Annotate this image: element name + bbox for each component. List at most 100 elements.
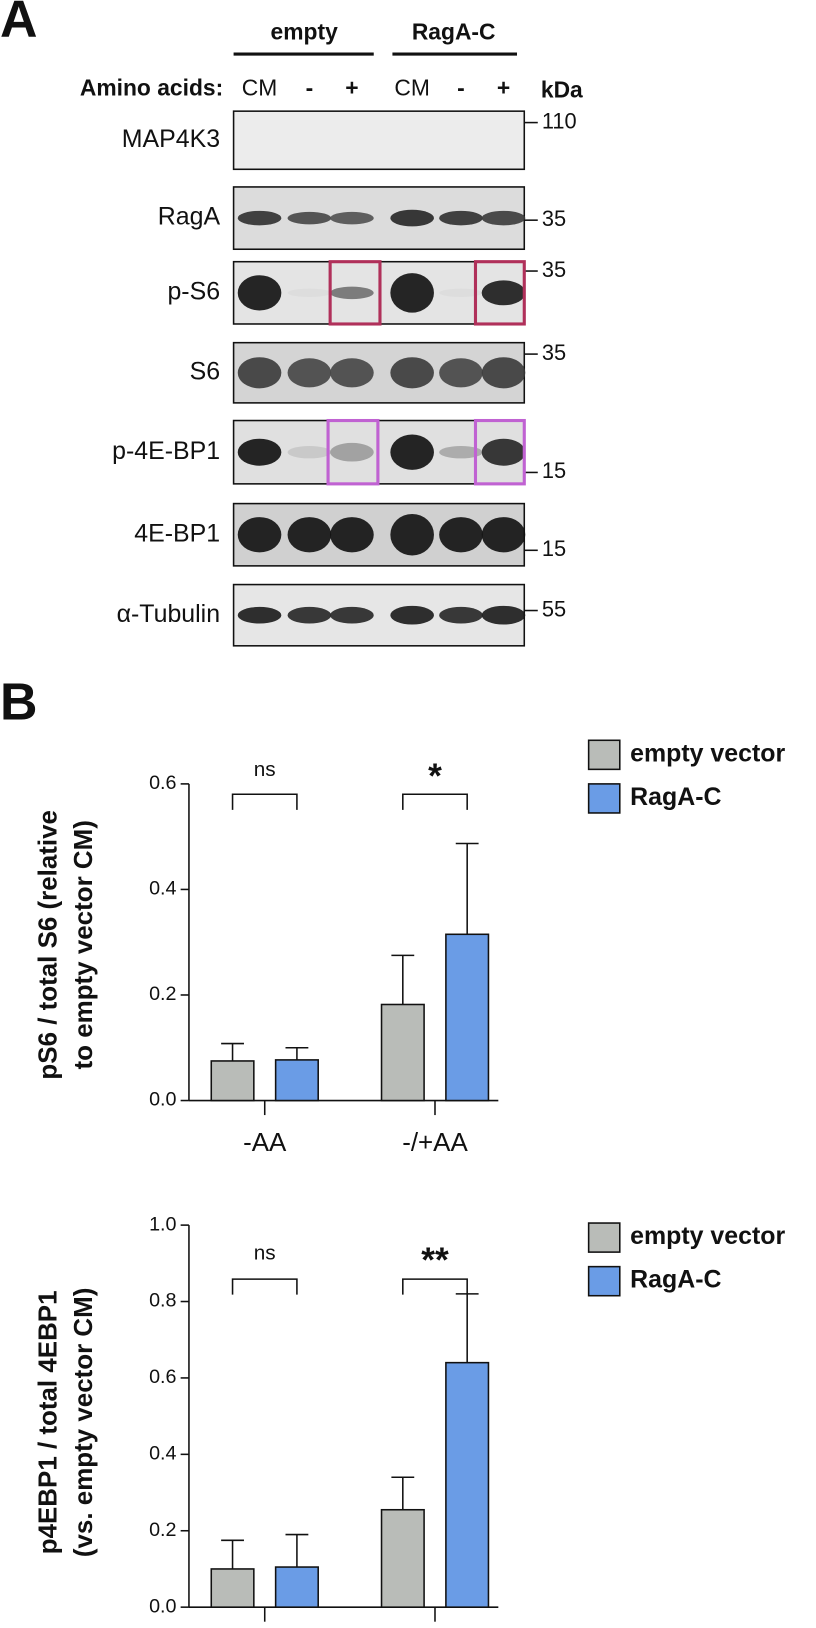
- significance-label: ns: [254, 1242, 276, 1265]
- legend-swatch: [587, 739, 621, 771]
- band: [287, 358, 332, 388]
- band: [390, 273, 434, 313]
- legend-swatch: [587, 1265, 621, 1297]
- band: [390, 605, 434, 625]
- significance-label: ns: [254, 758, 276, 781]
- band: [237, 210, 282, 226]
- band: [481, 605, 526, 625]
- band: [330, 606, 374, 624]
- band: [481, 517, 526, 553]
- bar: [445, 933, 490, 1102]
- highlight-box: [326, 418, 380, 486]
- marker-label: 55: [542, 596, 566, 621]
- band: [237, 517, 282, 553]
- y-tick-label: 0.0: [149, 1089, 176, 1111]
- y-tick-label: 0.2: [149, 983, 176, 1005]
- significance-bracket: [231, 793, 298, 810]
- band: [237, 438, 282, 466]
- y-axis-label: (vs. empty vector CM): [70, 1288, 98, 1558]
- y-tick-label: 0.2: [149, 1519, 176, 1541]
- y-tick-label: 0.0: [149, 1595, 176, 1617]
- blot-label: p-S6: [167, 277, 220, 305]
- bar: [274, 1059, 319, 1102]
- bar: [380, 1508, 425, 1608]
- bar: [210, 1568, 255, 1608]
- y-axis-label: p4EBP1 / total 4EBP1: [35, 1290, 63, 1554]
- highlight-box: [473, 418, 526, 486]
- blot-label: 4E-BP1: [134, 519, 220, 547]
- bar: [210, 1060, 255, 1102]
- band: [330, 442, 374, 462]
- band: [481, 280, 526, 306]
- marker-label: 15: [542, 536, 566, 561]
- band: [237, 357, 282, 389]
- legend-label: empty vector: [630, 739, 785, 767]
- band: [330, 286, 374, 300]
- bar: [274, 1566, 319, 1608]
- legend-label: RagA-C: [630, 783, 721, 811]
- band: [287, 211, 332, 225]
- x-tick-label: -AA: [243, 1129, 287, 1157]
- significance-bracket: [402, 793, 468, 810]
- band: [439, 210, 483, 226]
- marker-label: 35: [542, 340, 566, 365]
- band: [287, 288, 332, 297]
- significance-label: *: [428, 757, 442, 796]
- band: [390, 209, 434, 227]
- blot-label: S6: [190, 357, 220, 385]
- band: [439, 445, 483, 459]
- row-label: Amino acids:: [80, 74, 223, 100]
- band: [390, 513, 434, 556]
- band: [330, 211, 374, 225]
- group-label: RagA-C: [412, 18, 496, 44]
- panel-label: B: [0, 673, 37, 731]
- legend-swatch: [587, 783, 621, 814]
- band: [481, 357, 526, 389]
- y-tick-label: 0.4: [149, 1443, 176, 1465]
- y-tick-label: 0.6: [149, 772, 176, 794]
- band: [287, 445, 332, 459]
- lane-label: -: [306, 74, 314, 100]
- band: [237, 275, 282, 311]
- lane-label: +: [497, 74, 510, 100]
- marker-label: 15: [542, 458, 566, 483]
- band: [439, 358, 483, 388]
- band: [439, 606, 483, 624]
- y-tick-label: 0.4: [149, 878, 176, 900]
- band: [287, 606, 332, 624]
- marker-label: 35: [542, 257, 566, 282]
- panel-label: A: [0, 0, 37, 48]
- marker-label: 110: [542, 108, 577, 133]
- band: [481, 438, 526, 466]
- blot-label: α-Tubulin: [117, 600, 220, 628]
- blot-label: p-4E-BP1: [112, 437, 220, 465]
- band: [330, 517, 374, 553]
- significance-bracket: [402, 1278, 468, 1295]
- y-tick-label: 0.6: [149, 1366, 176, 1388]
- band: [481, 210, 526, 226]
- highlight-box: [328, 260, 382, 326]
- y-tick-label: 0.8: [149, 1290, 176, 1312]
- y-axis-label: pS6 / total S6 (relative: [35, 810, 63, 1080]
- significance-label: **: [421, 1241, 449, 1280]
- kda-label: kDa: [541, 76, 583, 102]
- band: [439, 288, 483, 297]
- significance-bracket: [231, 1278, 298, 1295]
- lane-label: +: [345, 74, 358, 100]
- blot-label: RagA: [158, 203, 221, 231]
- band: [237, 606, 282, 624]
- legend-label: empty vector: [630, 1222, 785, 1250]
- band: [330, 358, 374, 388]
- band: [390, 434, 434, 470]
- y-axis-label: to empty vector CM): [70, 820, 98, 1069]
- x-tick-label: -/+AA: [402, 1129, 468, 1157]
- lane-label: -: [457, 74, 465, 100]
- group-label: empty: [271, 18, 339, 44]
- band: [287, 517, 332, 553]
- highlight-box: [473, 260, 526, 326]
- band: [439, 517, 483, 553]
- y-tick-label: 1.0: [149, 1213, 176, 1235]
- blot-label: MAP4K3: [122, 125, 220, 153]
